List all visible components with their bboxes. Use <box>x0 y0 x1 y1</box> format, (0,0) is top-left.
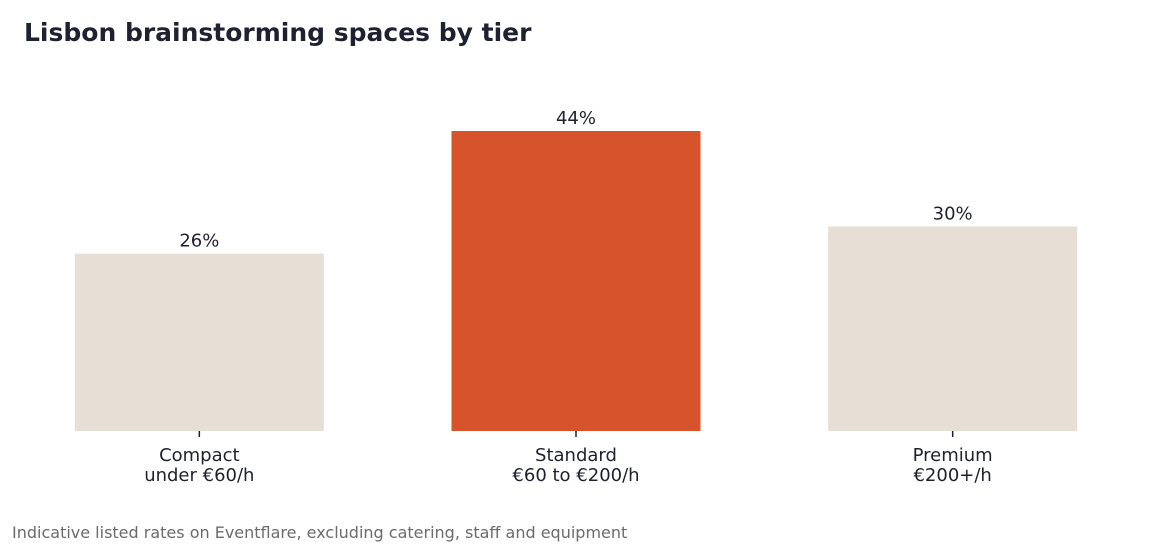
bar-0 <box>74 253 324 431</box>
x-tick-label: Compact <box>159 445 240 466</box>
x-tick-label: Premium <box>913 445 993 466</box>
bar-value-label: 44% <box>556 108 596 129</box>
bar-value-label: 26% <box>179 231 219 252</box>
x-tick-label: €60 to €200/h <box>512 465 639 486</box>
chart-title: Lisbon brainstorming spaces by tier <box>24 18 532 47</box>
x-tick-label: €200+/h <box>913 465 991 486</box>
x-tick-label: under €60/h <box>144 465 254 486</box>
bar-value-label: 30% <box>933 203 973 224</box>
bar-1 <box>451 131 701 431</box>
bar-2 <box>828 226 1078 431</box>
footnote: Indicative listed rates on Eventflare, e… <box>12 523 628 542</box>
x-tick-label: Standard <box>535 445 617 466</box>
